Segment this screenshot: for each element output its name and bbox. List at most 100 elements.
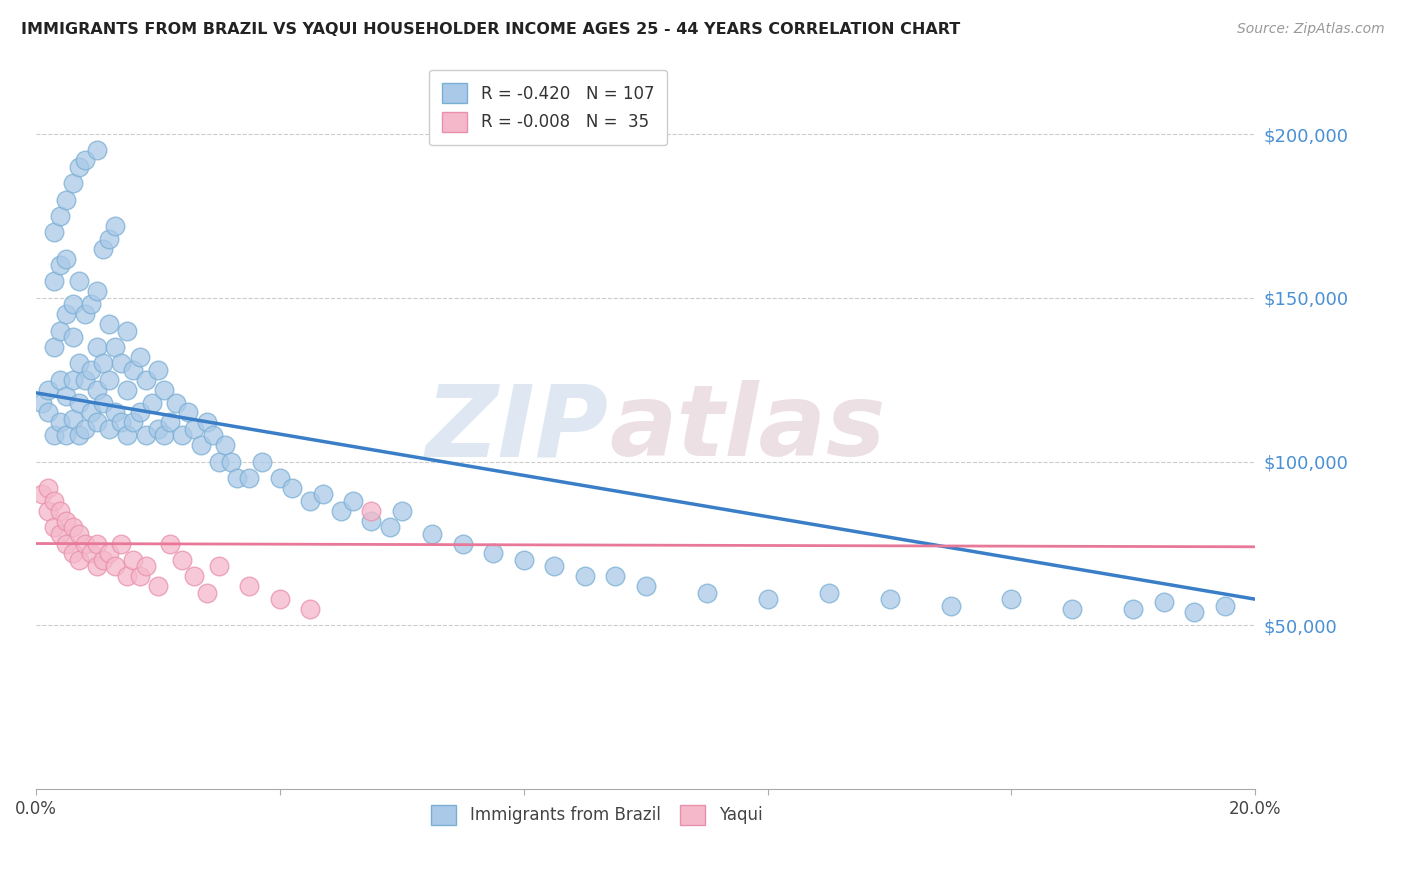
Point xyxy=(55,307,77,321)
Point xyxy=(31,487,53,501)
Point xyxy=(879,592,901,607)
Point xyxy=(117,324,139,338)
Point xyxy=(55,252,77,266)
Point xyxy=(49,373,72,387)
Point xyxy=(73,307,96,321)
Point xyxy=(1213,599,1236,613)
Point xyxy=(86,285,108,299)
Point xyxy=(67,275,90,289)
Point xyxy=(329,504,352,518)
Point xyxy=(817,585,839,599)
Point xyxy=(214,438,236,452)
Point xyxy=(420,526,443,541)
Point xyxy=(153,383,176,397)
Point xyxy=(86,559,108,574)
Point xyxy=(482,546,505,560)
Point xyxy=(62,297,84,311)
Point xyxy=(67,356,90,370)
Point xyxy=(360,514,382,528)
Point xyxy=(574,569,596,583)
Point xyxy=(153,428,176,442)
Point xyxy=(104,340,127,354)
Point xyxy=(37,481,59,495)
Text: atlas: atlas xyxy=(609,380,886,477)
Point xyxy=(696,585,718,599)
Point xyxy=(128,350,150,364)
Point xyxy=(299,494,322,508)
Point xyxy=(269,471,291,485)
Point xyxy=(73,373,96,387)
Point xyxy=(299,602,322,616)
Point xyxy=(98,422,121,436)
Point xyxy=(135,373,157,387)
Point xyxy=(195,415,218,429)
Point xyxy=(80,405,103,419)
Point xyxy=(135,559,157,574)
Point xyxy=(141,395,163,409)
Point xyxy=(238,471,260,485)
Point xyxy=(104,219,127,233)
Point xyxy=(44,275,66,289)
Point xyxy=(146,422,169,436)
Point xyxy=(1000,592,1022,607)
Point xyxy=(110,356,132,370)
Point xyxy=(62,373,84,387)
Point xyxy=(44,340,66,354)
Point xyxy=(62,412,84,426)
Point xyxy=(98,317,121,331)
Point xyxy=(55,193,77,207)
Point xyxy=(201,428,224,442)
Point xyxy=(311,487,333,501)
Point xyxy=(55,536,77,550)
Point xyxy=(135,428,157,442)
Point xyxy=(37,504,59,518)
Point xyxy=(939,599,962,613)
Point xyxy=(238,579,260,593)
Point xyxy=(543,559,565,574)
Point xyxy=(91,395,114,409)
Point xyxy=(49,415,72,429)
Point xyxy=(98,232,121,246)
Point xyxy=(104,405,127,419)
Point xyxy=(67,395,90,409)
Point xyxy=(128,405,150,419)
Point xyxy=(281,481,304,495)
Point xyxy=(91,242,114,256)
Point xyxy=(1062,602,1084,616)
Point xyxy=(86,415,108,429)
Point xyxy=(172,428,194,442)
Point xyxy=(1122,602,1144,616)
Point xyxy=(146,363,169,377)
Point xyxy=(122,415,145,429)
Point xyxy=(159,415,181,429)
Point xyxy=(122,363,145,377)
Point xyxy=(378,520,401,534)
Point xyxy=(49,526,72,541)
Point xyxy=(165,395,187,409)
Point xyxy=(146,579,169,593)
Point xyxy=(605,569,627,583)
Text: ZIP: ZIP xyxy=(426,380,609,477)
Point xyxy=(104,559,127,574)
Text: IMMIGRANTS FROM BRAZIL VS YAQUI HOUSEHOLDER INCOME AGES 25 - 44 YEARS CORRELATIO: IMMIGRANTS FROM BRAZIL VS YAQUI HOUSEHOL… xyxy=(21,22,960,37)
Point xyxy=(172,553,194,567)
Point xyxy=(62,546,84,560)
Text: Source: ZipAtlas.com: Source: ZipAtlas.com xyxy=(1237,22,1385,37)
Point xyxy=(110,415,132,429)
Point xyxy=(269,592,291,607)
Point xyxy=(80,546,103,560)
Legend: Immigrants from Brazil, Yaqui: Immigrants from Brazil, Yaqui xyxy=(422,795,772,835)
Point xyxy=(1153,595,1175,609)
Point xyxy=(67,428,90,442)
Point xyxy=(31,395,53,409)
Point xyxy=(159,536,181,550)
Point xyxy=(128,569,150,583)
Point xyxy=(250,455,273,469)
Point xyxy=(208,455,231,469)
Point xyxy=(44,225,66,239)
Point xyxy=(756,592,779,607)
Point xyxy=(80,297,103,311)
Point xyxy=(86,144,108,158)
Point xyxy=(37,405,59,419)
Point xyxy=(73,536,96,550)
